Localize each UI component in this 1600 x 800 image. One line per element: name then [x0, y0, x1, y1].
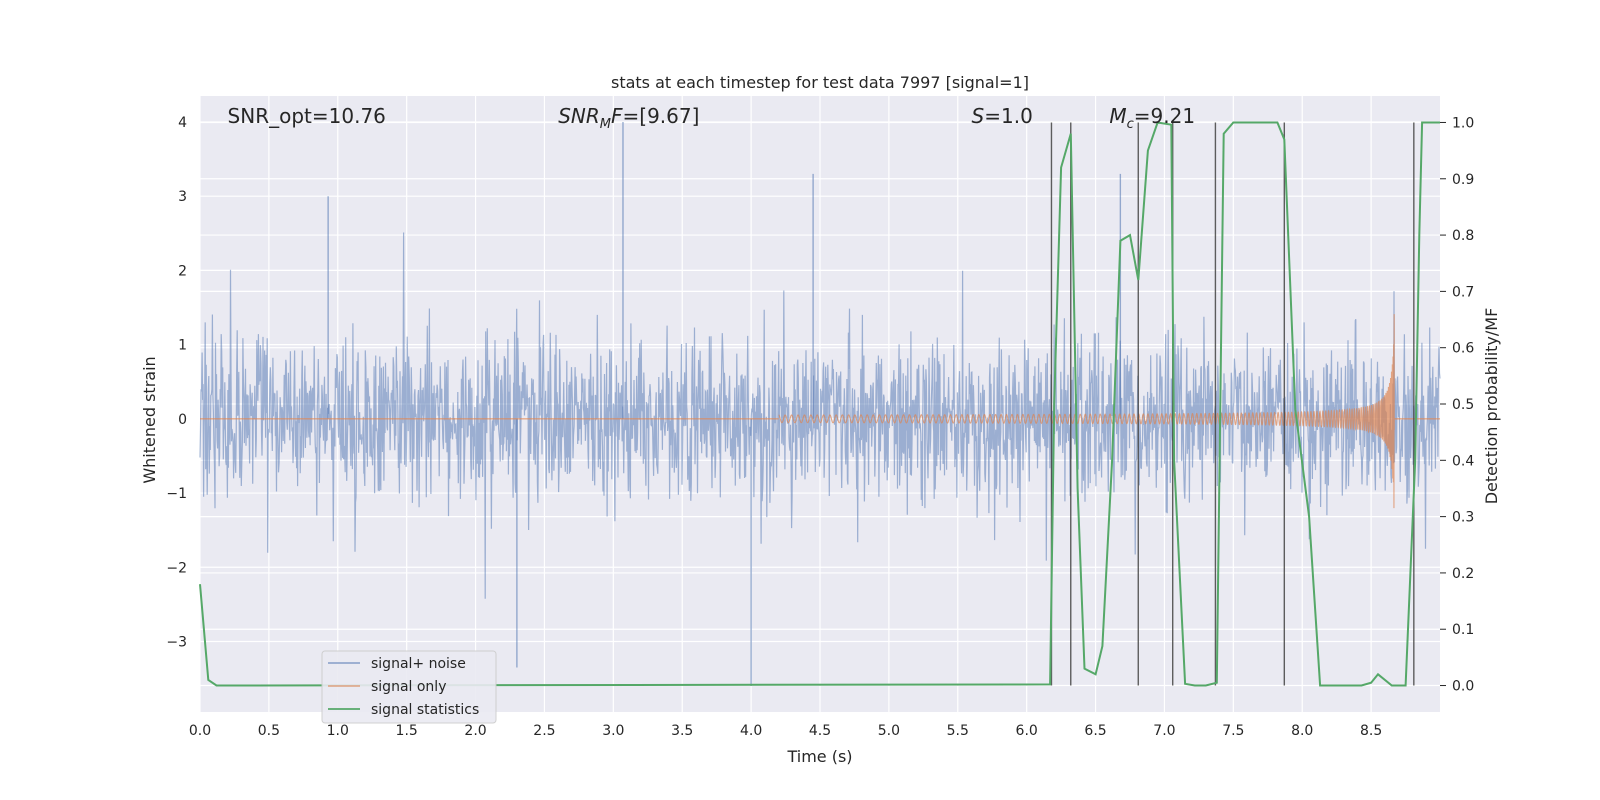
y2-tick-label: 1.0 [1452, 115, 1474, 131]
y-tick-label: 1 [178, 338, 187, 354]
y2-tick-label: 0.5 [1452, 397, 1474, 413]
x-tick-label: 4.0 [740, 723, 762, 739]
y2-tick-label: 0.3 [1452, 510, 1474, 526]
x-tick-label: 0.5 [258, 723, 280, 739]
x-tick-label: 5.0 [878, 723, 900, 739]
x-axis-label: Time (s) [786, 747, 852, 766]
legend: signal+ noise signal only signal statist… [321, 650, 497, 724]
annotation-mchirp: Mc=9.21 [1109, 104, 1195, 132]
x-tick-label: 1.5 [396, 723, 418, 739]
y2-tick-label: 0.8 [1452, 228, 1474, 244]
legend-label-signal-only: signal only [371, 679, 446, 695]
series-signal-only [200, 314, 1440, 509]
y-tick-label: −3 [166, 634, 187, 650]
y-axis-label: Whitened strain [140, 356, 159, 483]
y2-tick-label: 0.0 [1452, 679, 1474, 695]
x-tick-label: 3.5 [671, 723, 693, 739]
x-tick-label: 2.0 [464, 723, 486, 739]
y-tick-label: 2 [178, 263, 187, 279]
y2-tick-label: 0.1 [1452, 622, 1474, 638]
x-tick-label: 1.0 [327, 723, 349, 739]
noise-trace [199, 232, 1441, 599]
series-signal-noise [199, 121, 1441, 687]
x-tick-label: 8.5 [1360, 723, 1382, 739]
x-tick-label: 2.5 [533, 723, 555, 739]
y-tick-label: 0 [178, 412, 187, 428]
x-tick-label: 7.5 [1222, 723, 1244, 739]
legend-box [321, 650, 497, 724]
legend-label-signal-noise: signal+ noise [371, 656, 466, 672]
annotation-snr-mf: SNRMF=[9.67] [558, 104, 699, 132]
x-tick-label: 7.0 [1153, 723, 1175, 739]
y-tick-label: −2 [166, 560, 187, 576]
y2-axis-label: Detection probability/MF [1482, 308, 1501, 505]
chirp-trace [778, 314, 1395, 509]
y2-tick-label: 0.6 [1452, 341, 1474, 357]
x-tick-label: 6.0 [1016, 723, 1038, 739]
x-tick-label: 0.0 [189, 723, 211, 739]
ticks: 0.0 0.5 1.0 1.5 2.0 2.5 3.0 3.5 4.0 4.5 5.0 5.5 6.0 6… [166, 115, 1474, 739]
y2-tick-label: 0.7 [1452, 284, 1474, 300]
y-tick-label: 3 [178, 189, 187, 205]
series-signal-statistics [199, 121, 1440, 687]
x-tick-label: 5.5 [947, 723, 969, 739]
y-tick-label: 4 [178, 115, 187, 131]
x-tick-label: 4.5 [809, 723, 831, 739]
legend-label-signal-statistics: signal statistics [371, 702, 479, 718]
y2-tick-label: 0.9 [1452, 172, 1474, 188]
y2-tick-label: 0.2 [1452, 566, 1474, 582]
x-tick-label: 8.0 [1291, 723, 1313, 739]
annotation-snr-opt: SNR_opt=10.76 [228, 104, 386, 128]
annotations: SNR_opt=10.76 SNRMF=[9.67] S=1.0 Mc=9.21 [228, 104, 1195, 132]
y2-tick-label: 0.4 [1452, 453, 1474, 469]
y-tick-label: −1 [166, 486, 187, 502]
annotation-s-value: S=1.0 [972, 104, 1033, 128]
x-tick-label: 3.0 [602, 723, 624, 739]
chart-title: stats at each timestep for test data 799… [611, 73, 1029, 92]
probability-trace [199, 121, 1440, 687]
x-tick-label: 6.5 [1084, 723, 1106, 739]
